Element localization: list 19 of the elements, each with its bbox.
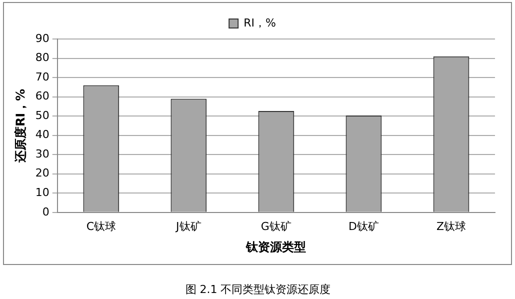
- x-tick-label: C钛球: [86, 220, 116, 233]
- x-tick-label: Z钛球: [436, 220, 466, 233]
- y-tick-label: 60: [35, 90, 50, 103]
- y-tick-label: 30: [35, 147, 50, 160]
- y-tick-label: 80: [35, 51, 50, 64]
- legend-label: RI，%: [244, 16, 276, 30]
- y-tick-label: 10: [35, 186, 50, 199]
- y-tick-label: 50: [35, 108, 50, 122]
- x-axis-title: 钛资源类型: [245, 240, 306, 254]
- y-tick-label: 70: [35, 70, 50, 84]
- x-tick-label: J钛矿: [175, 220, 202, 233]
- y-axis-title: 还原度RI，%: [13, 88, 28, 164]
- y-tick-label: 20: [35, 166, 50, 180]
- y-tick-label: 90: [35, 32, 50, 45]
- x-tick-label: G钛矿: [260, 220, 292, 233]
- x-tick-label: D钛矿: [348, 220, 379, 233]
- y-tick-label: 0: [42, 205, 50, 218]
- y-tick-label: 40: [35, 128, 50, 142]
- caption: 图 2.1 不同类型钛资源还原度: [185, 282, 331, 296]
